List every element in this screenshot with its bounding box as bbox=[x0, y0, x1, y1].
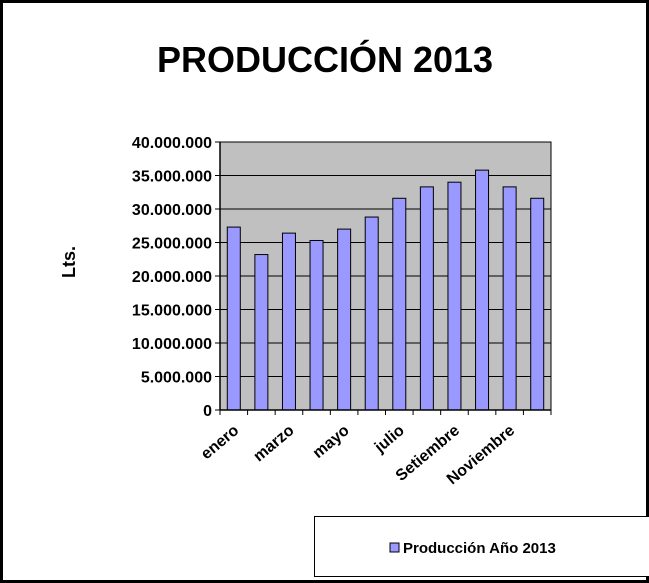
bar-junio bbox=[364, 216, 379, 411]
legend-swatch bbox=[389, 542, 400, 553]
y-tick-label: 10.000.000 bbox=[132, 336, 212, 353]
y-axis: 0 5.000.000 10.000.000 15.000.000 20.000.000… bbox=[132, 135, 221, 420]
legend: Producción Año 2013 bbox=[314, 516, 649, 577]
bar-mayo bbox=[337, 228, 352, 411]
y-tick-label: 40.000.000 bbox=[132, 135, 212, 152]
bar-febrero bbox=[254, 254, 269, 411]
bar-diciembre bbox=[530, 197, 545, 411]
y-tick-label: 35.000.000 bbox=[132, 169, 212, 186]
y-tick-label: 20.000.000 bbox=[132, 269, 212, 286]
y-tick-label: 0 bbox=[203, 403, 212, 420]
y-tick-label: 30.000.000 bbox=[132, 202, 212, 219]
legend-box bbox=[314, 516, 649, 577]
y-tick-label: 25.000.000 bbox=[132, 236, 212, 253]
gridlines bbox=[220, 141, 551, 377]
bar-marzo bbox=[281, 232, 296, 411]
bars bbox=[226, 169, 545, 411]
bar-octubre bbox=[475, 169, 490, 411]
y-tick-label: 15.000.000 bbox=[132, 303, 212, 320]
bar-noviembre bbox=[502, 186, 517, 411]
bar-enero bbox=[226, 226, 241, 411]
bar-agosto bbox=[419, 186, 434, 411]
bar-setiembre bbox=[447, 181, 462, 411]
bar-abril bbox=[309, 239, 324, 411]
bar-julio bbox=[392, 197, 407, 411]
y-tick-label: 5.000.000 bbox=[141, 370, 212, 387]
y-axis-label: Lts. bbox=[59, 246, 79, 278]
legend-label: Producción Año 2013 bbox=[403, 540, 556, 557]
chart-title: PRODUCCIÓN 2013 bbox=[157, 38, 493, 80]
